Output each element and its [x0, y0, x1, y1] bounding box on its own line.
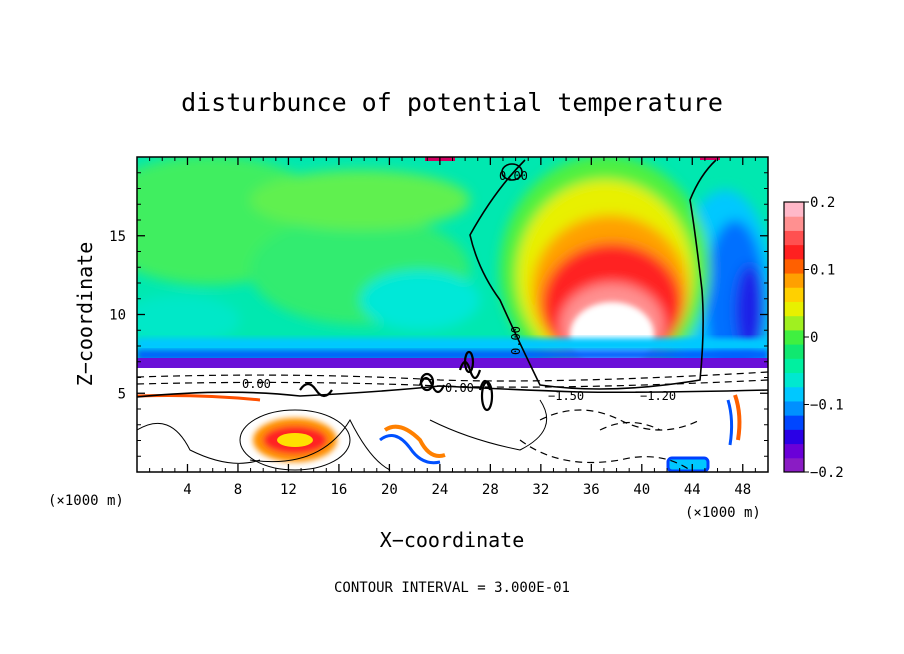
contour-cluster-c	[463, 350, 475, 374]
contour-label-2: 0.00	[509, 326, 523, 355]
contour-label-1: 0.00	[445, 381, 474, 395]
colorbar-swatch	[784, 315, 804, 331]
contour-label-5: −1.20	[640, 389, 676, 403]
contour-lower-2	[429, 399, 548, 451]
colorbar-swatch	[784, 344, 804, 359]
field-violet-band	[137, 358, 768, 368]
streak-right-blue	[726, 399, 734, 446]
x-tick-label: 36	[583, 482, 600, 498]
x-tick-label: 20	[381, 482, 398, 498]
field-blue-band	[137, 350, 768, 360]
x-tick-label: 48	[734, 482, 751, 498]
blob-core	[277, 433, 313, 447]
x-axis-title: X−coordinate	[380, 528, 525, 552]
field-cyan-band	[137, 338, 768, 352]
contour-neg-1	[137, 371, 768, 382]
contour-interval-note: CONTOUR INTERVAL = 3.000E-01	[334, 580, 570, 596]
y-axis: 5 10 15	[109, 172, 768, 457]
field-teal-patch-1	[137, 295, 240, 345]
contour-zero-plume	[469, 159, 717, 390]
colorbar: 0.2 0.1 0 −0.1 −0.2	[783, 195, 844, 481]
colorbar-swatch	[784, 415, 804, 430]
contour-label-3: 0.00	[499, 169, 528, 183]
colorbar-tick-label: −0.2	[810, 465, 844, 481]
x-tick-label: 16	[330, 482, 347, 498]
streak-mid	[383, 424, 446, 458]
contour-neg-3	[539, 409, 701, 431]
contour-top-ring	[501, 163, 523, 181]
colorbar-tick-label: 0	[810, 330, 818, 346]
contour-label-4: −1.50	[548, 389, 584, 403]
bottom-patch-right	[666, 456, 710, 472]
streak-mid-blue	[379, 434, 441, 465]
x-axis-unit-left: (×1000 m)	[48, 493, 124, 509]
colorbar-swatch	[784, 457, 804, 473]
x-tick-label: 4	[183, 482, 191, 498]
colorbar-swatch	[784, 429, 804, 445]
x-tick-label: 44	[684, 482, 701, 498]
colorbar-swatch	[784, 287, 804, 302]
colorbar-swatch	[784, 273, 804, 288]
colorbar-swatch	[784, 358, 804, 374]
plume-base-white	[520, 368, 700, 386]
x-tick-label: 24	[431, 482, 448, 498]
top-blob-2	[700, 157, 720, 160]
contour-lower-1	[137, 418, 391, 471]
field-teal-patch-2	[360, 270, 480, 330]
contour-cluster-d	[419, 372, 435, 392]
contour-cluster-b	[480, 380, 494, 412]
colorbar-swatch	[784, 202, 804, 217]
contour-label-0: 0.00	[242, 377, 271, 391]
contour-neg-2	[137, 379, 768, 388]
colorbar-swatch	[784, 244, 804, 260]
contour-blob-ring	[239, 409, 351, 471]
x-tick-label: 12	[280, 482, 297, 498]
colorbar-swatch	[784, 216, 804, 231]
colorbar-swatch	[784, 258, 804, 274]
x-tick-label: 28	[482, 482, 499, 498]
y-tick-label: 15	[109, 229, 126, 245]
contour-neg-4	[519, 439, 691, 471]
colorbar-swatch	[784, 372, 804, 388]
colorbar-swatch	[784, 230, 804, 246]
colorbar-swatch	[784, 301, 804, 317]
streak-right	[733, 394, 742, 441]
field-darkblue-right	[735, 265, 765, 355]
y-tick-label: 10	[109, 308, 126, 324]
colorbar-swatch	[784, 443, 804, 459]
colorbar-tick-label: −0.1	[810, 398, 844, 414]
contour-labels: 0.00 0.00 0.00 0.00 −1.50 −1.20	[242, 169, 676, 403]
plot-area	[137, 157, 768, 472]
colorbar-swatch	[784, 386, 804, 402]
y-axis-title: Z−coordinate	[73, 242, 97, 387]
colorbar-tick-label: 0.1	[810, 263, 835, 279]
x-tick-label: 32	[532, 482, 549, 498]
x-tick-label: 8	[234, 482, 242, 498]
x-axis: 4 8 12 16 20 24 28 32 36 40 44 48	[149, 157, 756, 498]
colorbar-swatch	[784, 400, 804, 416]
y-tick-label: 5	[118, 386, 126, 402]
colorbar-tick-label: 0.2	[810, 195, 835, 211]
colorbar-swatch	[784, 329, 804, 345]
field-green-high	[250, 170, 470, 230]
x-axis-unit-right: (×1000 m)	[685, 505, 761, 521]
x-tick-label: 40	[633, 482, 650, 498]
contour-neg-5	[599, 421, 661, 431]
chart-title: disturbunce of potential temperature	[181, 88, 723, 117]
